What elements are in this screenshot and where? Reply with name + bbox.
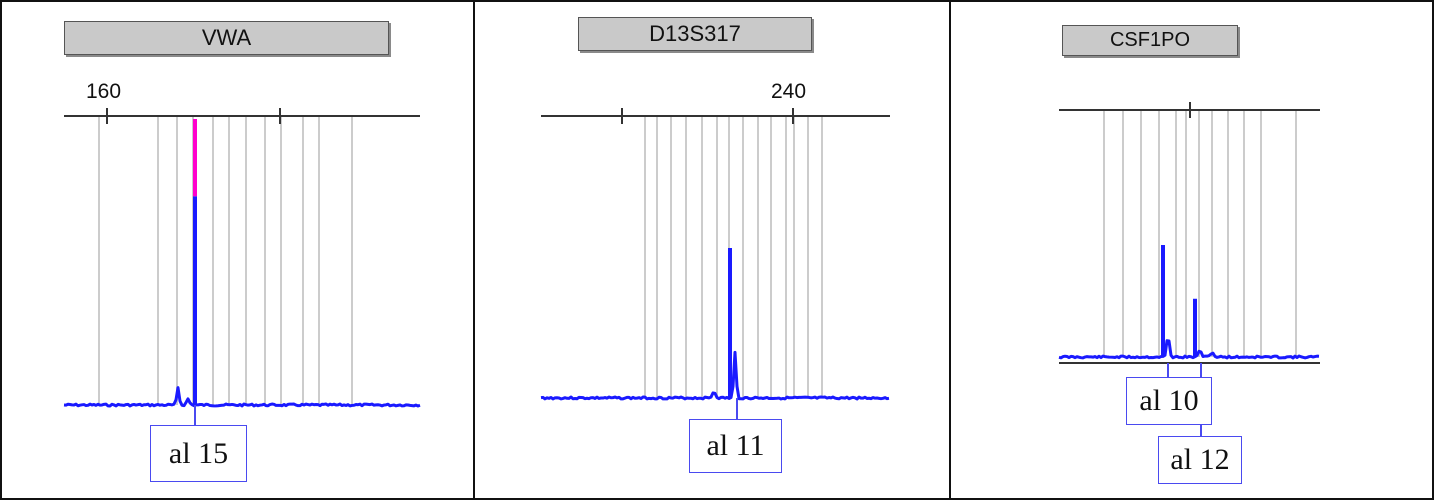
trace-baseline [1059, 341, 1319, 358]
allele-label-al-10: al 10 [1126, 377, 1212, 425]
allele-label-al-12: al 12 [1158, 436, 1242, 484]
